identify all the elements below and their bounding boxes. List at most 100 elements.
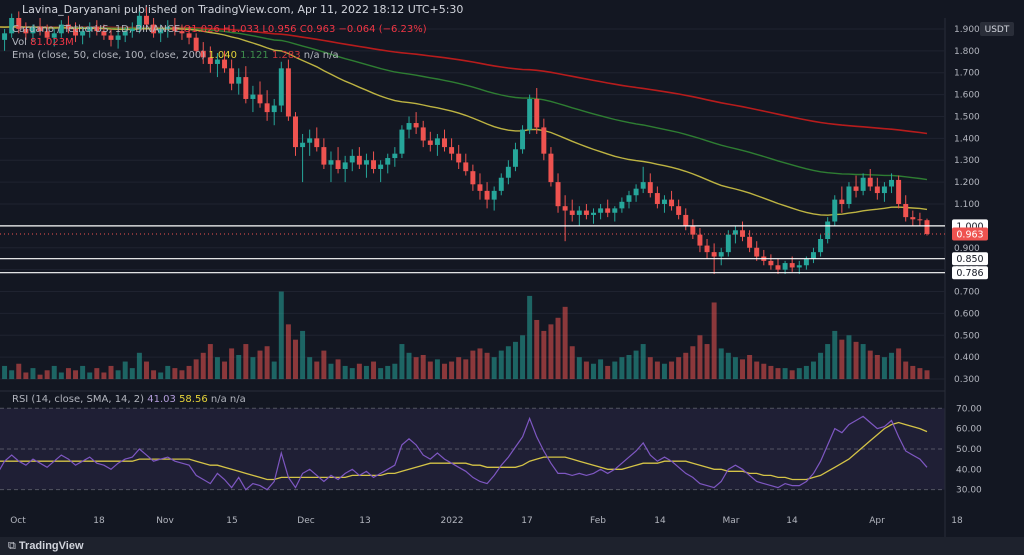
volume-bar: [889, 352, 895, 380]
candle-body: [257, 94, 263, 104]
candle-body: [512, 149, 518, 167]
candle-body: [683, 214, 689, 226]
candle-body: [740, 230, 745, 237]
volume-bar: [115, 370, 121, 380]
candle-body: [860, 177, 866, 191]
candle-body: [640, 182, 646, 189]
volume-bar: [165, 365, 171, 380]
level-tag-1.000: 1.000: [956, 221, 983, 232]
candle-body: [165, 26, 171, 29]
candle-body: [690, 225, 696, 235]
candle-body: [23, 28, 29, 34]
candle-body: [477, 184, 483, 191]
price-tick-label: 1.400: [954, 134, 980, 144]
volume-bar: [818, 352, 824, 380]
volume-bar: [626, 354, 632, 380]
candle-body: [356, 155, 362, 165]
candle-body: [307, 138, 313, 143]
candle-body: [612, 208, 618, 213]
candle-body: [527, 98, 533, 130]
candle-body: [867, 177, 873, 187]
legend-vol-label[interactable]: Vol: [12, 37, 27, 48]
candle-body: [803, 258, 809, 266]
candle-body: [732, 230, 738, 235]
candle-body: [80, 31, 86, 36]
candle-body: [129, 28, 135, 32]
legend-ema-label[interactable]: Ema (close, 50, close, 100, close, 200): [12, 50, 206, 61]
candle-body: [598, 208, 604, 213]
volume-bar: [591, 363, 596, 380]
volume-bar: [94, 368, 100, 380]
volume-bar: [122, 361, 128, 380]
x-tick-label: 17: [521, 516, 532, 526]
volume-bar: [37, 374, 43, 380]
volume-bar: [477, 348, 483, 380]
candle-body: [250, 94, 256, 99]
legend-symbol[interactable]: Cardano / TetherUS, 1D, BINANCE: [12, 24, 181, 35]
candle-body: [229, 68, 235, 84]
volume-bar: [747, 354, 753, 380]
volume-bar: [470, 350, 476, 380]
volume-bar: [505, 346, 511, 380]
legend-ema-na: n/a n/a: [303, 50, 339, 61]
candle-body: [562, 206, 568, 211]
candle-body: [669, 199, 675, 207]
candle-body: [207, 57, 213, 64]
volume-bar: [349, 368, 355, 380]
tradingview-logo[interactable]: ⧉ TradingView: [8, 540, 84, 552]
candle-body: [825, 221, 831, 240]
price-tick-label: 0.900: [954, 244, 980, 254]
price-tick-label: 1.800: [954, 47, 980, 57]
publisher-bar: Lavina_Daryanani published on TradingVie…: [0, 0, 1024, 18]
volume-bar: [392, 363, 398, 380]
candle-body: [534, 98, 540, 128]
publisher-text: Lavina_Daryanani published on TradingVie…: [22, 3, 464, 16]
volume-bar: [371, 361, 377, 380]
candle-body: [541, 127, 547, 154]
legend-volume-row: Vol 81.023M: [12, 37, 74, 48]
volume-bar: [158, 372, 164, 380]
candle-body: [335, 160, 341, 169]
currency-badge-bg: [980, 22, 1014, 36]
level-tag-0.850-bg: [952, 252, 988, 266]
x-tick-label: Feb: [590, 516, 606, 526]
candle-body: [399, 129, 405, 154]
volume-bar: [193, 359, 199, 380]
rsi-tick-label: 30.00: [956, 486, 982, 496]
volume-bar: [534, 319, 540, 380]
candle-body: [463, 162, 469, 172]
volume-bar: [51, 365, 57, 380]
candle-body: [654, 193, 660, 204]
candle-body: [342, 162, 348, 169]
candle-body: [172, 26, 178, 32]
volume-bar: [293, 339, 298, 380]
volume-bar: [924, 370, 930, 380]
candle-body: [548, 153, 554, 183]
volume-bar: [328, 363, 334, 380]
volume-bar: [683, 352, 689, 380]
price-tick-label: 1.700: [954, 69, 980, 79]
volume-bar: [136, 352, 142, 380]
volume-bar: [307, 357, 313, 380]
volume-bar: [654, 361, 660, 380]
price-tick-label: 0.300: [954, 375, 980, 385]
legend-ema100: 1.121: [240, 50, 269, 61]
candle-body: [16, 18, 22, 29]
candle-body: [896, 179, 902, 204]
rsi-line: [0, 415, 928, 491]
volume-bar: [257, 350, 263, 380]
price-tick-label: 0.600: [954, 309, 980, 319]
volume-bar: [342, 365, 348, 380]
volume-bar: [789, 370, 795, 380]
candle-body: [300, 142, 306, 148]
candle-body: [427, 140, 433, 145]
volume-bar: [711, 302, 717, 380]
volume-bar: [846, 335, 852, 380]
price-tick-label: 1.600: [954, 91, 980, 101]
candle-body: [569, 210, 575, 215]
volume-bar: [278, 291, 284, 380]
volume-bar: [896, 348, 902, 380]
candle-body: [122, 31, 128, 36]
legend-rsi-label[interactable]: RSI (14, close, SMA, 14, 2): [12, 394, 145, 405]
